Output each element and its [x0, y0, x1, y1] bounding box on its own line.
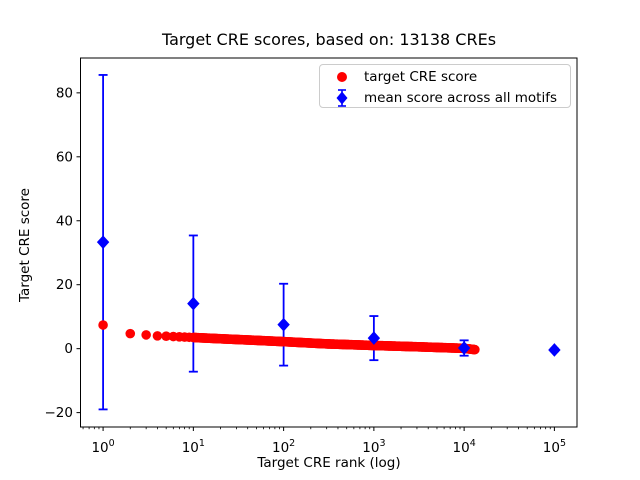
y-axis-label: Target CRE score [17, 188, 33, 302]
target-score-dot [98, 320, 108, 330]
target-score-dot [152, 331, 163, 341]
y-tick-label: 0 [64, 341, 73, 357]
mean-score-diamond [96, 235, 110, 249]
y-tick-label: −20 [45, 405, 74, 421]
mean-score-diamonds [96, 235, 561, 357]
x-tick-label: 103 [362, 438, 385, 456]
y-tick-label: 60 [56, 149, 73, 165]
y-tick-label: 20 [56, 277, 73, 293]
y-tick-label: 80 [56, 85, 73, 101]
legend-box: target CRE score mean score across all m… [319, 64, 571, 108]
chart-title: Target CRE scores, based on: 13138 CREs [161, 30, 497, 49]
y-axis-ticks: −20 0 20 40 60 80 [45, 85, 81, 421]
target-score-dot [470, 344, 480, 355]
red-circle-marker-icon [320, 71, 364, 82]
mean-score-diamond [367, 331, 381, 345]
mean-score-diamond [277, 317, 290, 332]
x-axis-ticks: 100 101 102 103 104 105 [91, 427, 566, 456]
target-score-dot [125, 328, 136, 339]
plot-border [80, 57, 578, 428]
x-axis-label: Target CRE rank (log) [257, 455, 401, 471]
mean-score-diamond [187, 296, 200, 311]
target-score-dot [141, 330, 151, 340]
blue-diamond-errorbar-marker-icon [320, 88, 364, 108]
legend-item-target-cre-score: target CRE score [320, 66, 570, 87]
legend-item-mean-score: mean score across all motifs [320, 87, 570, 108]
legend-label-mean-score: mean score across all motifs [364, 89, 558, 106]
mean-score-errorbars [98, 74, 559, 411]
mean-score-diamond [457, 341, 471, 355]
x-tick-label: 101 [182, 438, 205, 456]
mean-score-diamond [548, 343, 561, 357]
legend-label-target-cre-score: target CRE score [364, 68, 478, 85]
target-score-dots [98, 320, 480, 355]
x-tick-label: 104 [453, 438, 476, 456]
target-score-dot [161, 331, 171, 341]
errorbar-glyph [336, 88, 348, 107]
x-tick-label: 100 [91, 438, 114, 456]
x-tick-label: 102 [272, 438, 295, 456]
y-tick-label: 40 [56, 213, 73, 229]
x-tick-label: 105 [543, 438, 566, 456]
